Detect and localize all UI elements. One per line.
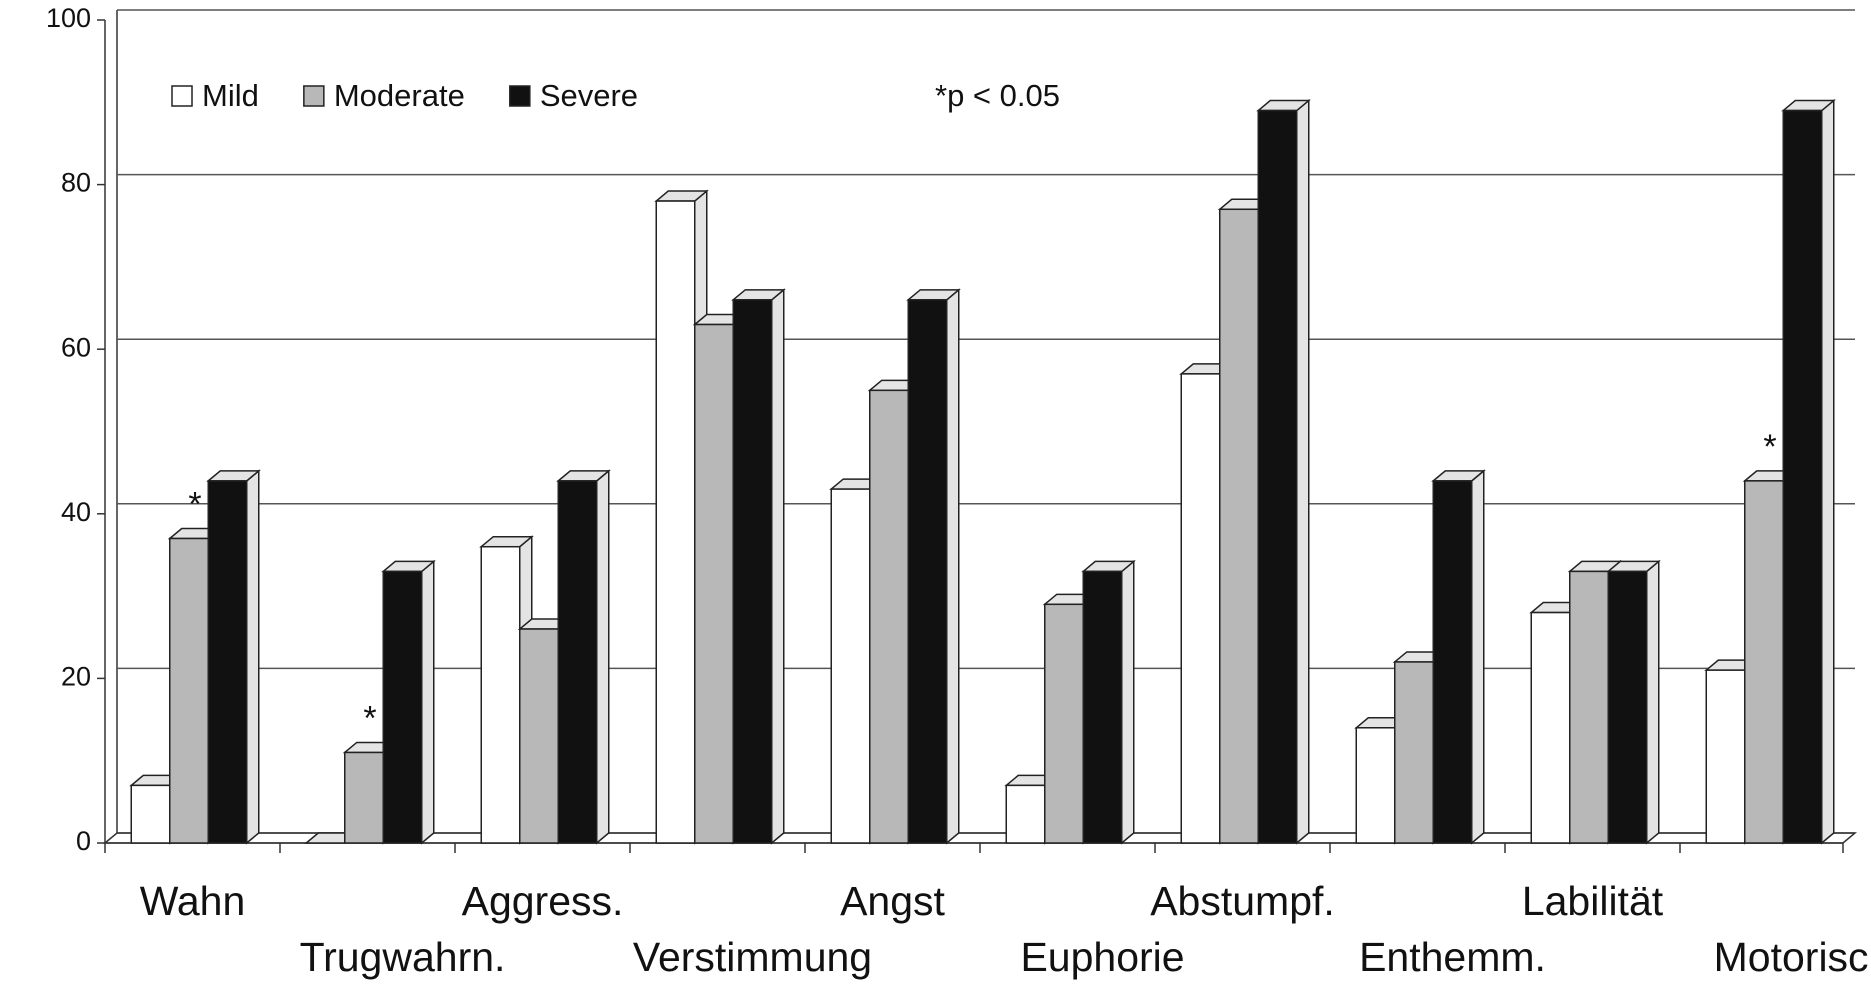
bar bbox=[130, 784, 171, 844]
legend-label: Severe bbox=[540, 78, 638, 113]
legend-swatch bbox=[509, 85, 531, 107]
bar bbox=[1257, 109, 1298, 844]
bar bbox=[1219, 208, 1259, 844]
bar bbox=[1180, 373, 1221, 844]
bar bbox=[1705, 669, 1746, 844]
bar bbox=[480, 545, 521, 844]
bar bbox=[830, 488, 871, 844]
significance-marker: * bbox=[363, 699, 376, 737]
bar-side bbox=[946, 288, 960, 845]
bar bbox=[1005, 784, 1046, 844]
legend-label: Moderate bbox=[334, 78, 465, 113]
legend-swatch bbox=[303, 85, 325, 107]
y-tick-label: 40 bbox=[61, 497, 91, 527]
bar bbox=[169, 537, 209, 844]
bar bbox=[1082, 570, 1123, 844]
legend-swatch bbox=[171, 85, 193, 107]
bar-side bbox=[1471, 469, 1485, 845]
x-tick-label: Euphorie bbox=[1020, 934, 1184, 980]
bar-side bbox=[1821, 98, 1835, 845]
bar bbox=[519, 628, 559, 844]
bar bbox=[694, 323, 734, 844]
bar bbox=[869, 389, 909, 844]
bar bbox=[655, 200, 696, 844]
bar-side bbox=[1121, 559, 1135, 845]
legend-note: *p < 0.05 bbox=[935, 78, 1060, 113]
bar bbox=[557, 480, 598, 844]
y-tick-label: 20 bbox=[61, 662, 91, 692]
y-tick-label: 100 bbox=[46, 3, 91, 33]
bar-side bbox=[421, 559, 435, 845]
bar bbox=[1607, 570, 1648, 844]
bar-side bbox=[771, 288, 785, 845]
significance-marker: * bbox=[1763, 428, 1776, 466]
y-tick-label: 60 bbox=[61, 332, 91, 362]
bar bbox=[732, 299, 773, 844]
x-tick-label: Motorisch bbox=[1714, 934, 1871, 980]
bar-side bbox=[1296, 98, 1310, 845]
bar bbox=[1782, 109, 1823, 844]
bar bbox=[382, 570, 423, 844]
x-tick-label: Trugwahrn. bbox=[300, 934, 506, 980]
bar bbox=[1744, 480, 1784, 844]
x-tick-label: Wahn bbox=[140, 878, 246, 924]
x-tick-label: Verstimmung bbox=[633, 934, 872, 980]
bar bbox=[1355, 727, 1396, 844]
bar bbox=[344, 751, 384, 844]
bar bbox=[207, 480, 248, 844]
significance-marker: * bbox=[188, 485, 201, 523]
y-tick-label: 80 bbox=[61, 168, 91, 198]
bar bbox=[1394, 661, 1434, 844]
x-tick-label: Labilität bbox=[1522, 878, 1664, 924]
x-tick-label: Enthemm. bbox=[1359, 934, 1546, 980]
x-tick-label: Angst bbox=[840, 878, 945, 924]
bar-side bbox=[1646, 559, 1660, 845]
bar-side bbox=[596, 469, 610, 845]
legend-label: Mild bbox=[202, 78, 259, 113]
bar-side bbox=[246, 469, 260, 845]
x-tick-label: Abstumpf. bbox=[1150, 878, 1335, 924]
bar bbox=[1530, 611, 1571, 844]
y-tick-label: 0 bbox=[76, 826, 91, 856]
bar bbox=[1044, 603, 1084, 844]
bar bbox=[907, 299, 948, 844]
bar bbox=[1569, 570, 1609, 844]
x-tick-label: Aggress. bbox=[462, 878, 624, 924]
bar bbox=[1432, 480, 1473, 844]
